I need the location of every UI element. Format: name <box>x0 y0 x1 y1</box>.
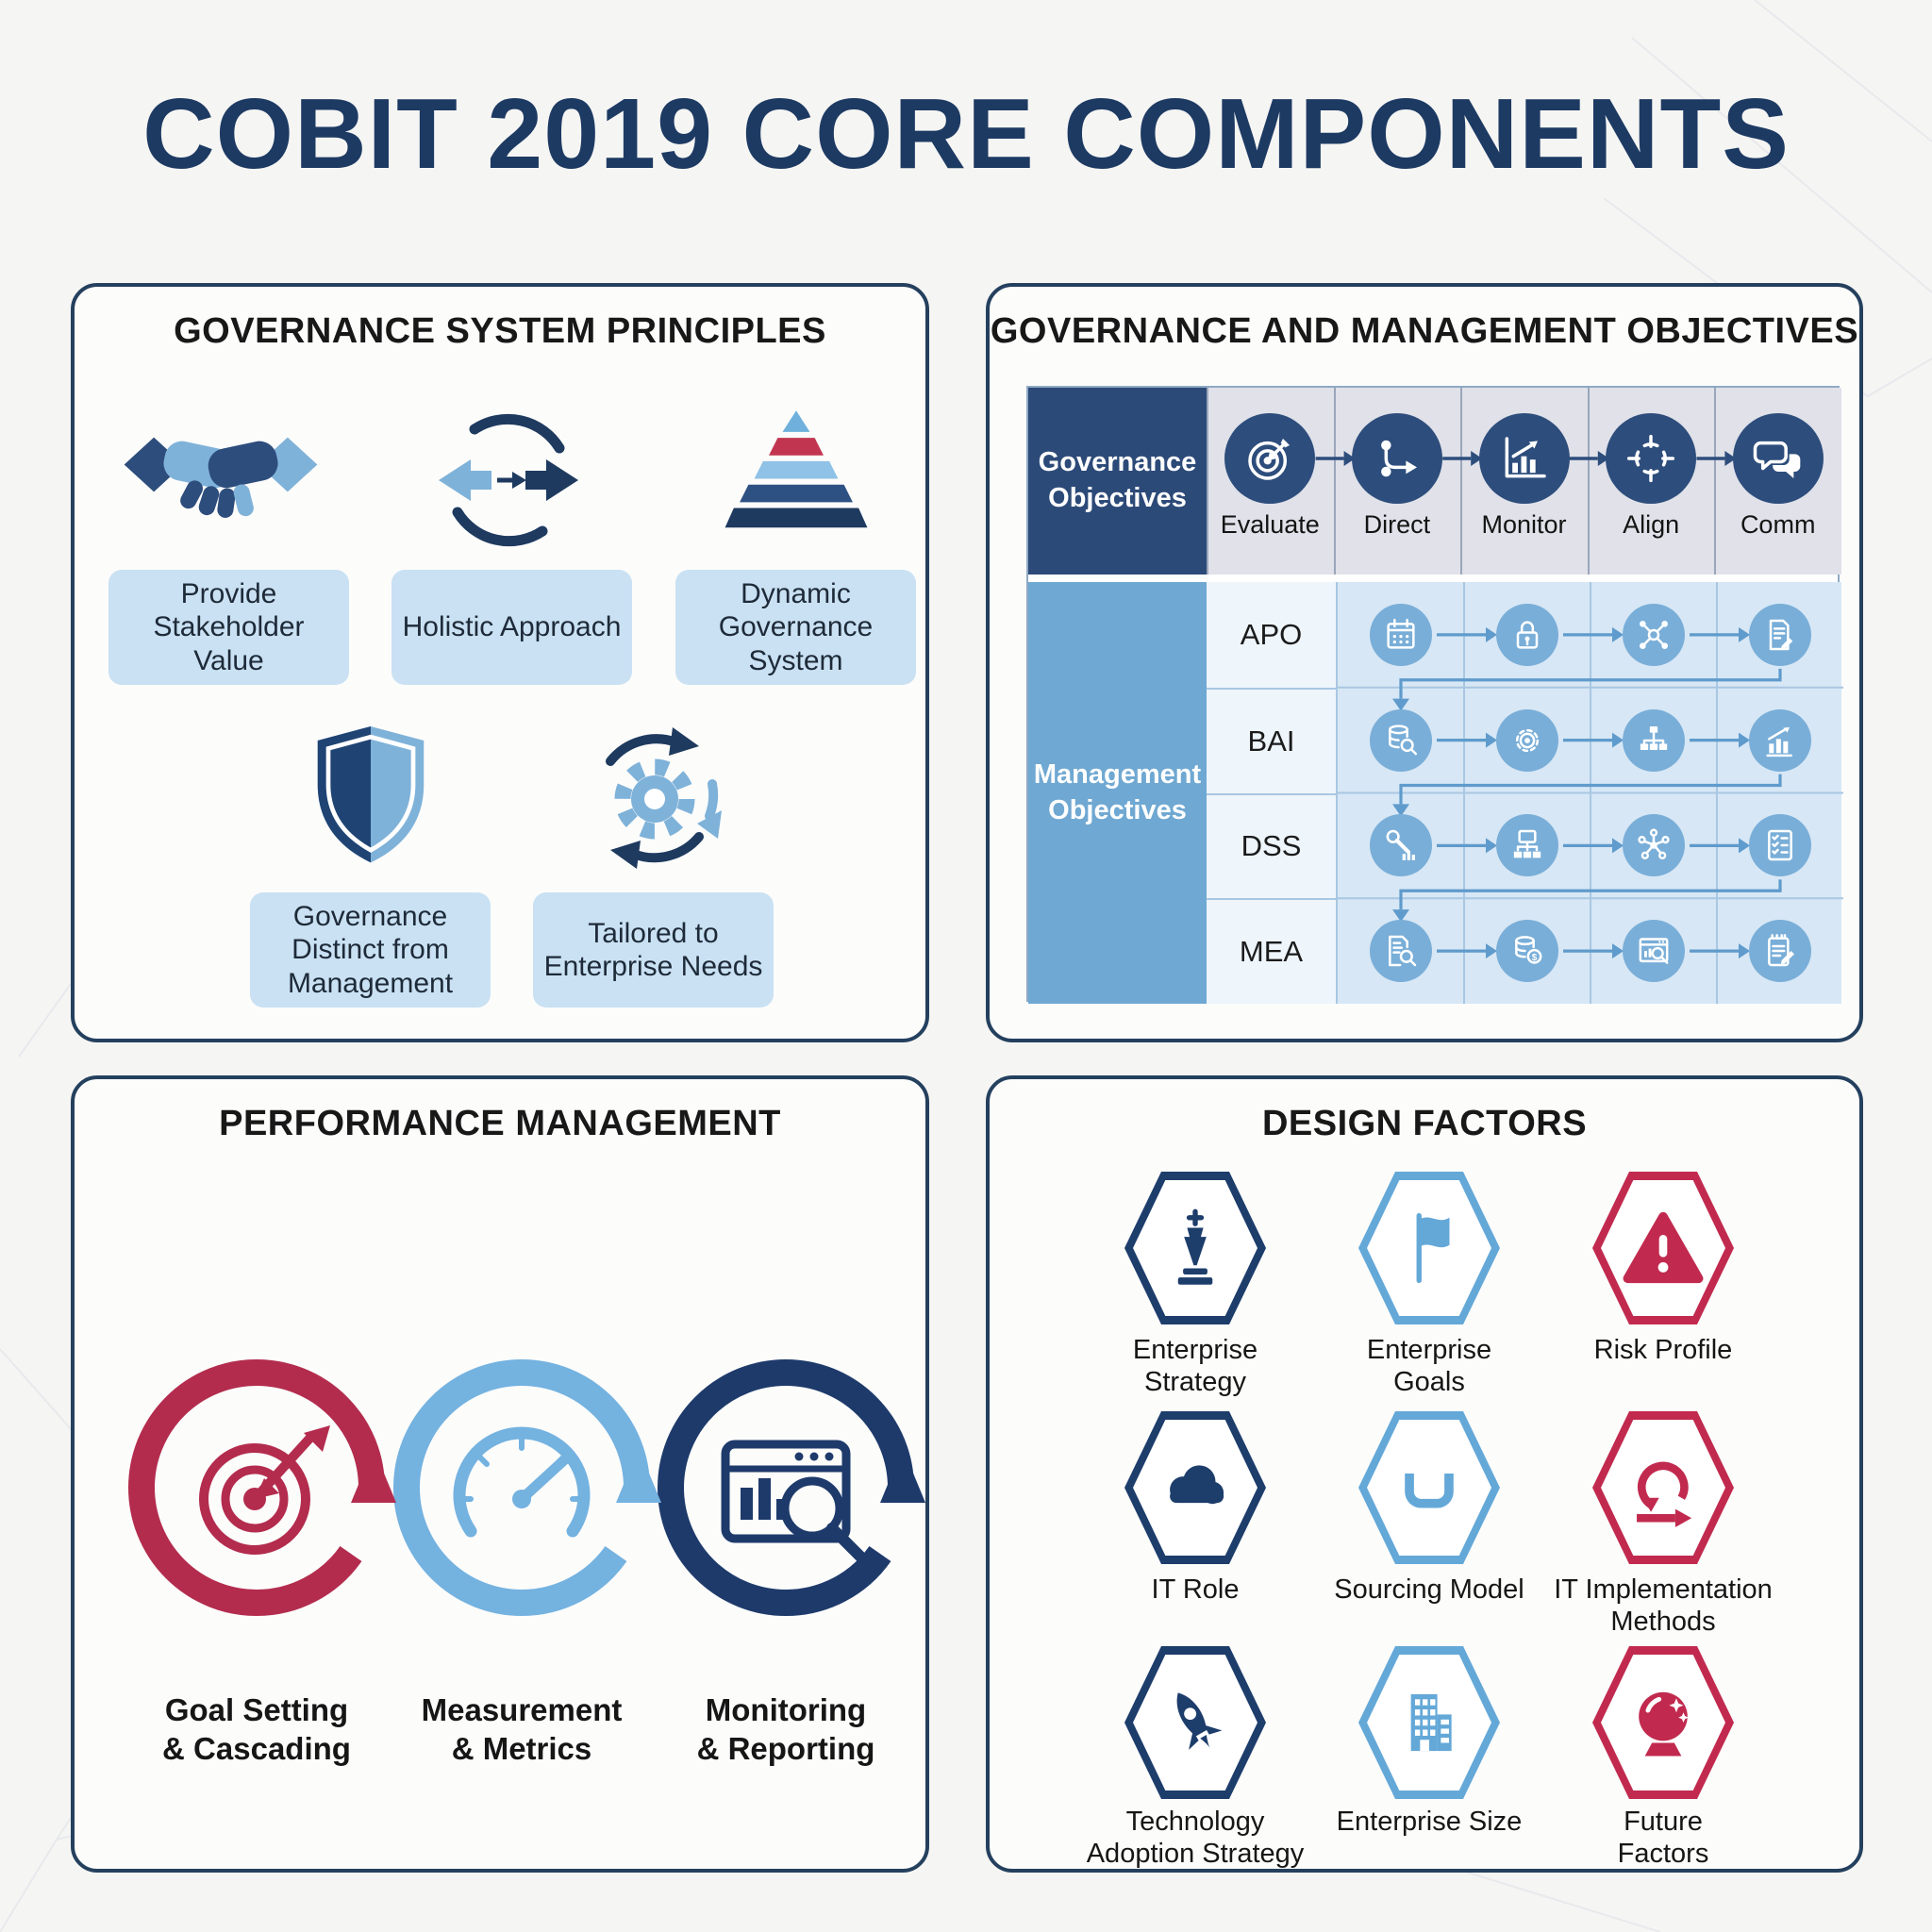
performance-stage-label: Goal Setting & Cascading <box>162 1692 351 1767</box>
design-factor-label: IT Role <box>1151 1574 1240 1605</box>
gear-icon <box>1496 708 1558 772</box>
performance-stage-label: Monitoring & Reporting <box>696 1692 875 1767</box>
database-search-icon <box>1370 708 1432 772</box>
bar-chart-icon <box>1478 413 1570 504</box>
hexagon-badge <box>1592 1411 1734 1564</box>
principle-label: Holistic Approach <box>391 570 632 685</box>
chart-growth-icon <box>1749 708 1811 772</box>
design-factor-label: Enterprise Goals <box>1366 1335 1492 1398</box>
window-search-icon <box>1623 920 1685 983</box>
panel-governance-principles: GOVERNANCE SYSTEM PRINCIPLES Provide Sta… <box>71 283 929 1042</box>
crosshair-icon <box>1606 413 1697 504</box>
management-objectives-header: Management Objectives <box>1028 582 1207 1004</box>
management-icon-grid: $ <box>1336 582 1843 1004</box>
design-factor-label: Sourcing Model <box>1334 1574 1524 1605</box>
crystal-ball-icon <box>1592 1646 1734 1799</box>
pyramid-icon <box>716 405 876 551</box>
svg-text:$: $ <box>1532 953 1538 963</box>
governance-cell-label: Monitor <box>1481 510 1567 539</box>
management-row-label: APO <box>1207 582 1336 688</box>
performance-stage-label: Measurement & Metrics <box>421 1692 623 1767</box>
panel-design-factors: DESIGN FACTORS Enterprise Strategy Enterp… <box>986 1075 1863 1873</box>
performance-title: PERFORMANCE MANAGEMENT <box>219 1104 781 1143</box>
database-dollar-icon: $ <box>1496 920 1558 983</box>
hands-icon <box>1358 1411 1500 1564</box>
branch-icon <box>1351 413 1442 504</box>
warning-icon <box>1592 1172 1734 1324</box>
hexagon-badge <box>1358 1172 1500 1324</box>
governance-cell-label: Comm <box>1740 510 1816 539</box>
design-factor-label: IT Implementation Methods <box>1554 1574 1773 1638</box>
principle-label: Tailored to Enterprise Needs <box>533 892 774 1008</box>
chess-king-icon <box>1124 1172 1266 1324</box>
governance-cell-label: Evaluate <box>1220 510 1320 539</box>
handshake-icon <box>122 400 320 541</box>
design-factor-label: Enterprise Strategy <box>1132 1335 1258 1398</box>
cycle-arrows-icon <box>433 405 584 556</box>
design-factor-label: Risk Profile <box>1593 1335 1733 1365</box>
hexagon-badge <box>1358 1411 1500 1564</box>
objectives-title: GOVERNANCE AND MANAGEMENT OBJECTIVES <box>990 311 1859 351</box>
lock-icon <box>1496 603 1558 666</box>
agile-loop-icon <box>1592 1411 1734 1564</box>
hexagon-badge <box>1124 1411 1266 1564</box>
hexagon-badge <box>1592 1646 1734 1799</box>
governance-cell-label: Direct <box>1363 510 1431 539</box>
hexagon-badge <box>1358 1646 1500 1799</box>
design-factors-title: DESIGN FACTORS <box>1261 1104 1588 1143</box>
management-row-label: DSS <box>1207 792 1336 899</box>
chat-icon <box>1732 413 1824 504</box>
management-row-label: BAI <box>1207 687 1336 793</box>
management-row-label: MEA <box>1207 898 1336 1004</box>
notepad-pencil-icon <box>1749 920 1811 983</box>
hexagon-badge <box>1124 1172 1266 1324</box>
principle-label: Dynamic Governance System <box>675 570 916 685</box>
design-factor-label: Future Factors <box>1617 1807 1709 1870</box>
document-pen-icon <box>1749 603 1811 666</box>
tools-chart-icon <box>1370 814 1432 877</box>
hexagon-badge <box>1592 1172 1734 1324</box>
cloud-icon <box>1124 1411 1266 1564</box>
building-icon <box>1358 1646 1500 1799</box>
principles-title: GOVERNANCE SYSTEM PRINCIPLES <box>174 311 826 351</box>
target-arrow-icon <box>115 1346 398 1629</box>
shield-icon <box>300 716 441 876</box>
design-factor-label: Enterprise Size <box>1336 1807 1523 1837</box>
calendar-icon <box>1370 603 1432 666</box>
page-title: COBIT 2019 CORE COMPONENTS <box>142 78 1790 190</box>
share-network-icon <box>1623 603 1685 666</box>
panel-objectives: GOVERNANCE AND MANAGEMENT OBJECTIVES Gov… <box>986 283 1863 1042</box>
monitor-search-icon <box>644 1346 927 1629</box>
rocket-icon <box>1124 1646 1266 1799</box>
document-search-icon <box>1370 920 1432 983</box>
workstation-hierarchy-icon <box>1496 814 1558 877</box>
gauge-icon <box>380 1346 663 1629</box>
principle-label: Provide Stakeholder Value <box>108 570 349 685</box>
gear-cycle-icon <box>575 716 735 876</box>
governance-objectives-header: Governance Objectives <box>1028 388 1207 575</box>
design-factor-label: Technology Adoption Strategy <box>1086 1807 1305 1870</box>
objectives-table: Governance Objectives Management Objecti… <box>1026 386 1843 1004</box>
hexagon-badge <box>1124 1646 1266 1799</box>
principle-label: Governance Distinct from Management <box>250 892 491 1008</box>
checklist-icon <box>1749 814 1811 877</box>
governance-cell-label: Align <box>1623 510 1680 539</box>
flag-icon <box>1358 1172 1500 1324</box>
target-icon <box>1224 413 1316 504</box>
network-nodes-icon <box>1623 814 1685 877</box>
panel-performance-management: PERFORMANCE MANAGEMENT Goal Setting & Ca… <box>71 1075 929 1873</box>
hierarchy-icon <box>1623 708 1685 772</box>
